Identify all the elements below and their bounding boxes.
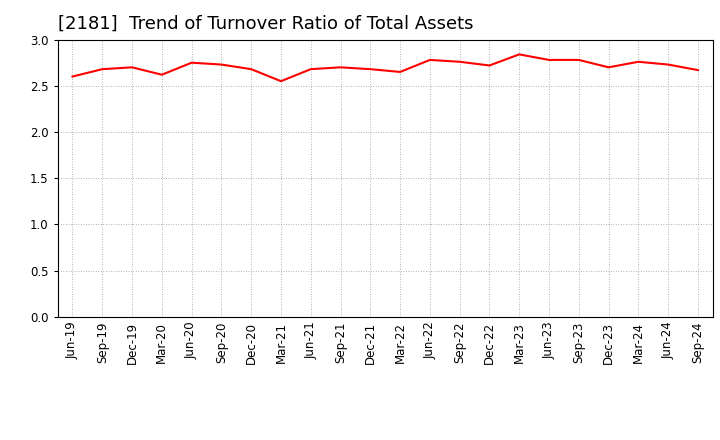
Text: [2181]  Trend of Turnover Ratio of Total Assets: [2181] Trend of Turnover Ratio of Total … — [58, 15, 473, 33]
